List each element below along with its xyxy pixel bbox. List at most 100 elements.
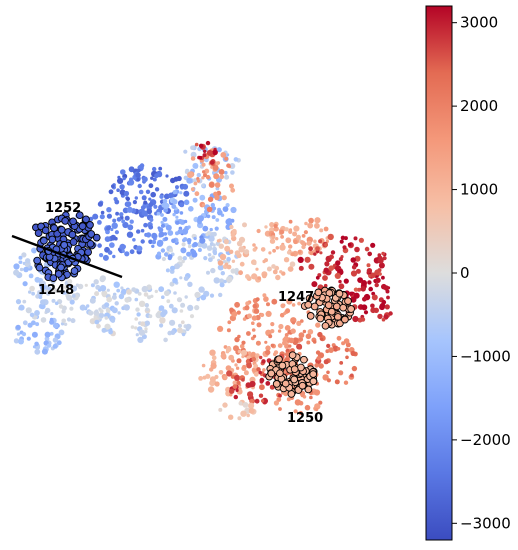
- scatter-point: [187, 238, 192, 243]
- cluster-point-1250: [304, 385, 313, 394]
- scatter-point: [232, 380, 238, 386]
- scatter-point: [335, 260, 341, 266]
- scatter-point: [291, 303, 296, 307]
- scatter-point: [279, 229, 285, 235]
- scatter-point: [251, 356, 257, 362]
- scatter-point: [269, 222, 275, 228]
- scatter-point: [251, 367, 258, 373]
- scatter-point: [358, 237, 364, 243]
- scatter-point: [314, 403, 321, 410]
- scatter-point: [360, 317, 366, 322]
- scatter-point: [199, 194, 206, 201]
- scatter-point: [201, 203, 206, 207]
- scatter-point: [294, 399, 302, 406]
- scatter-point: [228, 414, 234, 420]
- scatter-point: [246, 413, 250, 418]
- scatter-point: [39, 284, 46, 291]
- scatter-point: [126, 206, 133, 213]
- scatter-point: [236, 310, 241, 315]
- scatter-point: [182, 183, 189, 190]
- scatter-point: [229, 388, 235, 394]
- scatter-point: [148, 202, 154, 208]
- scatter-point: [226, 256, 231, 262]
- scatter-point: [148, 197, 152, 201]
- scatter-point: [109, 242, 115, 248]
- scatter-point: [231, 228, 237, 234]
- scatter-point: [159, 194, 164, 199]
- scatter-point: [105, 229, 110, 235]
- scatter-point: [194, 191, 200, 197]
- scatter-point: [160, 220, 164, 224]
- scatter-point: [110, 318, 116, 323]
- scatter-point: [39, 303, 46, 310]
- scatter-point: [202, 225, 209, 232]
- scatter-point: [230, 374, 236, 379]
- scatter-point: [134, 297, 139, 302]
- scatter-point: [192, 241, 198, 248]
- scatter-point: [58, 304, 64, 309]
- scatter-point: [51, 287, 58, 294]
- scatter-point: [208, 257, 213, 263]
- scatter-point: [140, 228, 145, 233]
- scatter-point: [203, 149, 207, 153]
- scatter-point: [257, 276, 262, 280]
- scatter-point: [223, 279, 227, 284]
- scatter-point: [151, 239, 157, 245]
- scatter-point: [40, 299, 46, 305]
- scatter-point: [324, 243, 328, 247]
- scatter-point: [290, 317, 297, 324]
- scatter-point: [169, 248, 174, 253]
- scatter-point: [63, 291, 68, 295]
- scatter-point: [219, 253, 227, 261]
- cluster-point-1250: [267, 369, 276, 378]
- scatter-point: [215, 218, 220, 222]
- scatter-point: [224, 156, 229, 161]
- scatter-point: [129, 177, 133, 182]
- scatter-point: [320, 337, 324, 341]
- colorbar-tick-label: 0: [460, 264, 470, 282]
- scatter-point: [328, 265, 335, 272]
- scatter-point: [172, 212, 176, 217]
- scatter-point: [34, 341, 39, 347]
- cluster-point-1252: [78, 222, 87, 231]
- scatter-point: [214, 374, 219, 380]
- scatter-point: [182, 230, 187, 234]
- scatter-point: [18, 304, 25, 311]
- scatter-point: [278, 323, 284, 330]
- scatter-point: [183, 199, 190, 206]
- scatter-point: [32, 345, 37, 349]
- cluster-point-1250: [281, 379, 290, 388]
- scatter-point: [350, 296, 357, 303]
- scatter-point: [115, 211, 119, 216]
- scatter-point: [219, 174, 225, 180]
- scatter-point: [120, 169, 126, 175]
- scatter-point: [163, 207, 169, 213]
- scatter-point: [287, 266, 294, 272]
- scatter-point: [26, 336, 31, 341]
- scatter-point: [161, 295, 165, 300]
- cluster-point-1247: [314, 288, 323, 297]
- scatter-point: [213, 173, 220, 180]
- scatter-point: [111, 307, 118, 314]
- cluster-point-1250: [309, 377, 318, 386]
- scatter-point: [23, 266, 29, 273]
- scatter-point: [154, 173, 159, 179]
- scatter-point: [251, 328, 256, 332]
- scatter-point: [119, 184, 125, 190]
- scatter-point: [183, 190, 190, 197]
- scatter-point: [209, 349, 216, 356]
- cluster-point-1252: [82, 215, 90, 224]
- scatter-point: [275, 246, 280, 250]
- cluster-point-1248: [57, 263, 65, 272]
- scatter-point: [29, 312, 35, 318]
- scatter-point: [280, 235, 284, 239]
- scatter-point: [97, 220, 102, 225]
- cluster-label-1248: 1248: [38, 283, 74, 298]
- scatter-point: [182, 256, 187, 261]
- scatter-point: [385, 289, 390, 294]
- scatter-point: [238, 246, 245, 253]
- scatter-point: [383, 285, 389, 291]
- scatter-point: [263, 296, 269, 302]
- scatter-point: [222, 206, 229, 213]
- scatter-point: [315, 407, 319, 412]
